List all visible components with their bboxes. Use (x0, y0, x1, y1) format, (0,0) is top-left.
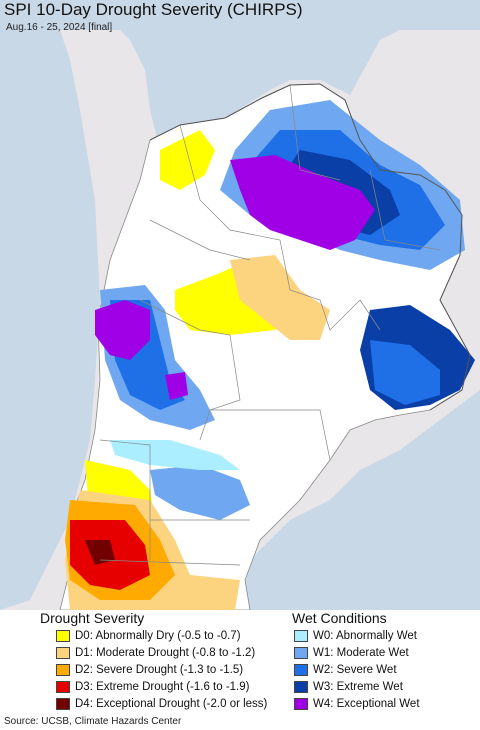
drought-map (0, 0, 480, 610)
d0-patch-north (160, 130, 215, 190)
legend-label-d3: D3: Extreme Drought (-1.6 to -1.9) (75, 681, 250, 693)
map-subtitle: Aug.16 - 25, 2024 [final] (6, 22, 113, 33)
legend-swatch-d0 (56, 630, 70, 642)
legend-item-w4: W4: Exceptional Wet (294, 696, 420, 712)
map-title: SPI 10-Day Drought Severity (CHIRPS) (4, 0, 303, 19)
legend-label-w4: W4: Exceptional Wet (313, 698, 420, 710)
legend-swatch-d2 (56, 664, 70, 676)
legend-label-d1: D1: Moderate Drought (-0.8 to -1.2) (75, 647, 256, 659)
w0-patch-south (110, 440, 240, 470)
wet-conditions-heading: Wet Conditions (292, 610, 387, 626)
w2-patch-east (370, 340, 440, 405)
country-border (149, 83, 471, 411)
legend-swatch-w0 (294, 630, 308, 642)
legend-label-w3: W3: Extreme Wet (313, 681, 403, 693)
legend-swatch-d3 (56, 681, 70, 693)
legend-item-w3: W3: Extreme Wet (294, 679, 403, 695)
legend-label-w0: W0: Abnormally Wet (313, 630, 417, 642)
legend-label-d4: D4: Exceptional Drought (-2.0 or less) (75, 698, 268, 710)
legend-label-d0: D0: Abnormally Dry (-0.5 to -0.7) (75, 630, 241, 642)
legend-swatch-w2 (294, 664, 308, 676)
atlantic-ocean (240, 390, 480, 610)
legend-swatch-d4 (56, 698, 70, 710)
province-borders (99, 84, 441, 566)
w1-patch-south (150, 465, 250, 520)
legend-item-w2: W2: Severe Wet (294, 662, 397, 678)
legend-swatch-w1 (294, 647, 308, 659)
w4-patch-west (95, 300, 150, 360)
legend-item-d0: D0: Abnormally Dry (-0.5 to -0.7) (56, 628, 241, 644)
drought-severity-heading: Drought Severity (40, 610, 145, 626)
source-credit: Source: UCSB, Climate Hazards Center (4, 716, 182, 727)
legend-item-d2: D2: Severe Drought (-1.3 to -1.5) (56, 662, 243, 678)
w4-patch-northeast (230, 155, 375, 250)
w4-patch-west-small (165, 372, 188, 400)
legend-label-w2: W2: Severe Wet (313, 664, 397, 676)
legend: Drought Severity Wet Conditions D0: Abno… (0, 610, 480, 710)
legend-swatch-w4 (294, 698, 308, 710)
d1-patch-center (230, 255, 330, 340)
legend-swatch-w3 (294, 681, 308, 693)
pacific-ocean (0, 30, 100, 610)
d4-patch-south (85, 540, 115, 565)
legend-label-d2: D2: Severe Drought (-1.3 to -1.5) (75, 664, 244, 676)
map-canvas (0, 30, 480, 610)
legend-item-w1: W1: Moderate Wet (294, 645, 409, 661)
legend-item-d1: D1: Moderate Drought (-0.8 to -1.2) (56, 645, 255, 661)
legend-label-w1: W1: Moderate Wet (313, 647, 409, 659)
legend-item-d4: D4: Exceptional Drought (-2.0 or less) (56, 696, 267, 712)
legend-item-d3: D3: Extreme Drought (-1.6 to -1.9) (56, 679, 249, 695)
legend-item-w0: W0: Abnormally Wet (294, 628, 417, 644)
legend-swatch-d1 (56, 647, 70, 659)
